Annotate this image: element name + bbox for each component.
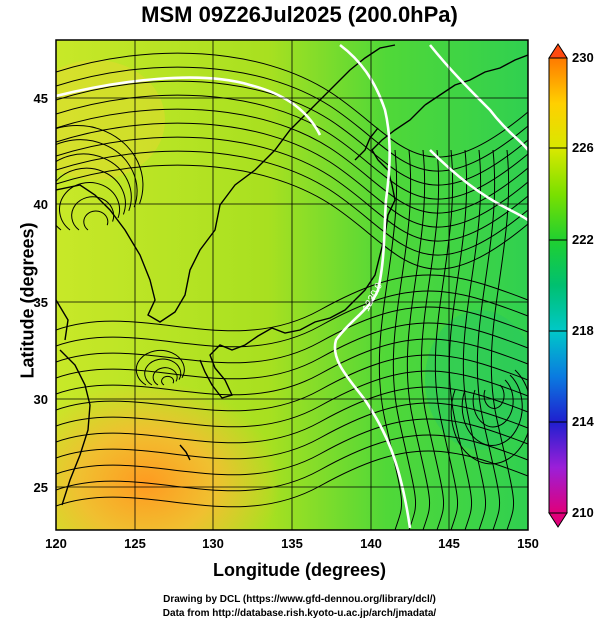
streamline	[56, 290, 528, 348]
x-tick: 130	[202, 536, 224, 551]
x-axis-label: Longitude (degrees)	[212, 560, 386, 580]
x-tick: 140	[360, 536, 382, 551]
streamline	[462, 149, 487, 530]
streamline	[56, 139, 138, 208]
colorbar-tick: 210	[572, 505, 594, 520]
streamline	[56, 150, 528, 256]
streamline	[135, 349, 185, 386]
credit-drawing: Drawing by DCL (https://www.gfd-dennou.o…	[163, 594, 436, 605]
streamline	[56, 370, 528, 428]
streamline	[56, 52, 528, 158]
x-axis-ticks: 120 125 130 135 140 145 150	[45, 536, 539, 551]
streamline	[56, 306, 528, 364]
streamline	[56, 402, 528, 460]
x-tick: 150	[517, 536, 539, 551]
streamline	[472, 379, 514, 428]
streamline	[483, 384, 505, 409]
streamline	[378, 149, 403, 530]
map-title: MSM 09Z26Jul2025 (200.0hPa)	[141, 2, 458, 27]
streamline	[476, 149, 501, 530]
streamline	[152, 367, 178, 386]
streamline	[56, 80, 528, 186]
streamline	[161, 375, 175, 386]
streamline	[406, 149, 431, 530]
streamline	[450, 369, 528, 465]
colorbar: 230 226 222 218 214 210	[548, 43, 594, 528]
streamline	[56, 418, 528, 476]
streamline	[59, 182, 121, 231]
streamline	[392, 149, 417, 530]
x-tick: 145	[438, 536, 460, 551]
streamline	[420, 149, 445, 530]
colorbar-tick: 226	[572, 140, 594, 155]
plot-frame	[55, 39, 529, 531]
gridlines	[56, 40, 528, 530]
streamline	[56, 386, 528, 444]
colorbar-tick: 222	[572, 232, 594, 247]
streamline	[56, 108, 528, 214]
streamline	[448, 149, 473, 530]
x-tick: 125	[124, 536, 146, 551]
y-tick: 40	[34, 197, 48, 212]
height-contour	[56, 43, 528, 529]
y-tick: 35	[34, 295, 48, 310]
coastline	[56, 44, 528, 506]
streamline	[56, 125, 144, 204]
streamline	[71, 196, 115, 231]
credit-data: Data from http://database.rish.kyoto-u.a…	[162, 608, 437, 619]
streamline	[144, 358, 182, 386]
y-axis-label: Latitude (degrees)	[17, 222, 38, 379]
x-tick: 120	[45, 536, 67, 551]
streamline	[83, 210, 109, 231]
x-tick: 135	[281, 536, 303, 551]
colorbar-tick: 230	[572, 50, 594, 65]
streamline	[56, 338, 528, 396]
streamline	[56, 122, 528, 228]
y-tick: 25	[34, 480, 48, 495]
colorbar-tick: 218	[572, 323, 594, 338]
colorbar-tick: 214	[572, 414, 594, 429]
streamline	[56, 94, 528, 200]
streamline	[490, 149, 515, 530]
streamline	[56, 66, 528, 172]
temperature-field	[56, 40, 528, 530]
streamline	[56, 167, 126, 231]
streamline	[434, 149, 459, 530]
y-tick: 30	[34, 392, 48, 407]
streamline	[56, 153, 132, 211]
y-tick: 45	[34, 91, 48, 106]
streamline	[56, 322, 528, 380]
streamline	[56, 354, 528, 412]
y-axis-ticks: 25 30 35 40 45	[34, 91, 48, 495]
streamlines	[56, 52, 528, 530]
streamline	[461, 374, 523, 446]
streamline	[56, 136, 528, 242]
streamline	[56, 450, 528, 508]
streamline	[56, 274, 528, 332]
